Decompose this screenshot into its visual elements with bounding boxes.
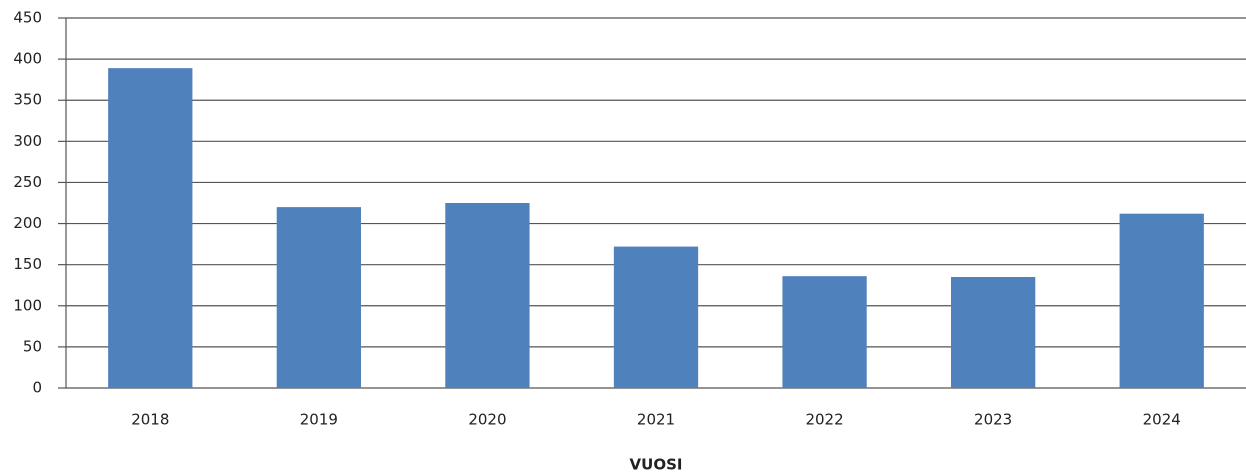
x-tick-label: 2022 [805, 411, 843, 429]
y-tick-label: 350 [13, 91, 42, 109]
x-axis-label: VUOSI [630, 456, 683, 474]
x-tick-label: 2020 [468, 411, 506, 429]
x-tick-label: 2023 [974, 411, 1012, 429]
y-tick-label: 450 [13, 9, 42, 27]
bar [951, 277, 1036, 388]
x-tick-label: 2024 [1143, 411, 1181, 429]
x-tick-label: 2021 [637, 411, 675, 429]
y-tick-label: 0 [32, 379, 42, 397]
y-tick-label: 300 [13, 132, 42, 150]
bar [445, 203, 530, 388]
y-tick-label: 400 [13, 50, 42, 68]
x-tick-label: 2019 [300, 411, 338, 429]
x-tick-label: 2018 [131, 411, 169, 429]
bar [782, 276, 867, 388]
y-tick-label: 100 [13, 296, 42, 314]
bar [1119, 213, 1204, 388]
bar [276, 207, 361, 388]
y-tick-label: 200 [13, 214, 42, 232]
bar [613, 246, 699, 388]
y-tick-label: 150 [13, 255, 42, 273]
bar [108, 68, 193, 389]
y-tick-label: 250 [13, 173, 42, 191]
y-tick-label: 50 [23, 337, 42, 355]
